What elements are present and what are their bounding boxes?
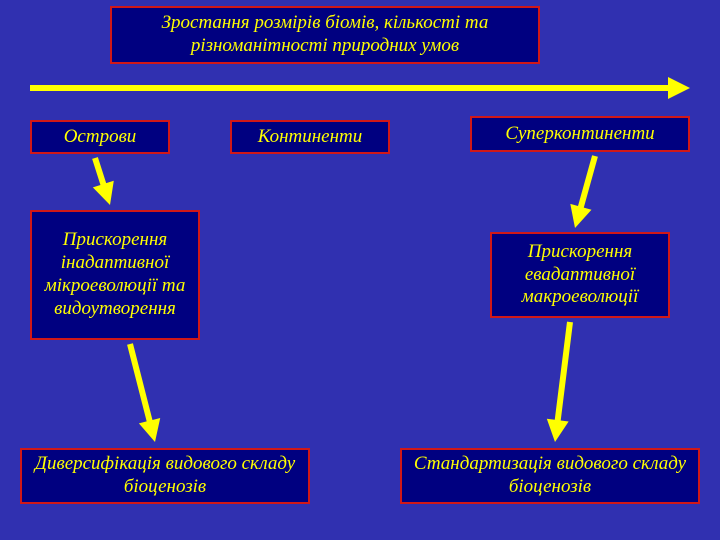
flow-arrow-a4 bbox=[0, 0, 720, 540]
